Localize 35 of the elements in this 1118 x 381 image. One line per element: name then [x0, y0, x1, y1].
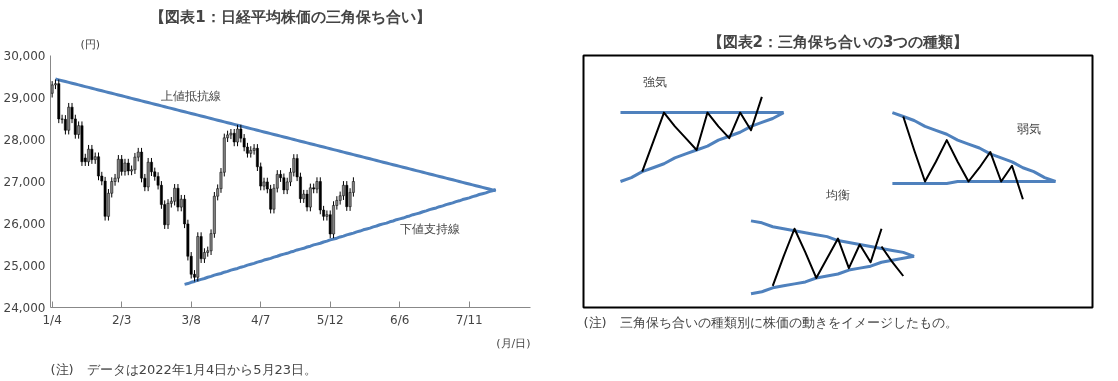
- candlestick: [328, 209, 332, 239]
- chart-title: 【図表2：三角保ち合いの3つの種類】: [707, 32, 969, 51]
- candlestick: [345, 180, 349, 212]
- text: (注) データは2022年1月4日から5月23日。: [50, 361, 318, 377]
- x-tick-label: 5/12: [316, 312, 344, 327]
- candlestick: [87, 144, 90, 167]
- y-tick-label: 29,000: [3, 91, 46, 105]
- candlestick: [308, 183, 312, 212]
- x-tick-label: 2/3: [112, 312, 132, 327]
- candlestick: [173, 183, 177, 206]
- candlestick: [229, 128, 233, 140]
- annotation: 下値支持線: [399, 221, 460, 236]
- x-tick-label: 4/7: [251, 312, 271, 327]
- y-tick-label: 28,000: [3, 133, 46, 147]
- x-tick-label: 6/6: [390, 312, 410, 327]
- y-tick-label: 24,000: [3, 301, 46, 315]
- chart-title: 【図表1：日経平均株価の三角保ち合い】: [150, 7, 431, 26]
- y-tick-label: 30,000: [3, 49, 46, 63]
- annotation: 上値抵抗線: [161, 89, 222, 104]
- y-tick-label: 26,000: [3, 217, 46, 231]
- text: 強気: [643, 74, 668, 89]
- annotation: 弱気: [1017, 122, 1042, 137]
- y-tick-label: 25,000: [3, 259, 46, 273]
- candlestick: [236, 124, 239, 147]
- candlestick: [97, 152, 100, 181]
- y-tick-label: 27,000: [3, 175, 46, 189]
- x-axis-title: (月/日): [496, 336, 531, 350]
- x-tick-label: 7/11: [455, 312, 483, 327]
- y-axis-title: (円): [80, 37, 101, 51]
- candlestick: [67, 102, 71, 135]
- annotation: 均衡: [825, 188, 850, 203]
- x-tick-label: 1/4: [42, 312, 62, 327]
- candlestick: [116, 154, 120, 183]
- text: (注) 三角保ち合いの種類別に株価の動きをイメージしたもの。: [583, 314, 958, 330]
- x-tick-label: 3/8: [181, 312, 201, 327]
